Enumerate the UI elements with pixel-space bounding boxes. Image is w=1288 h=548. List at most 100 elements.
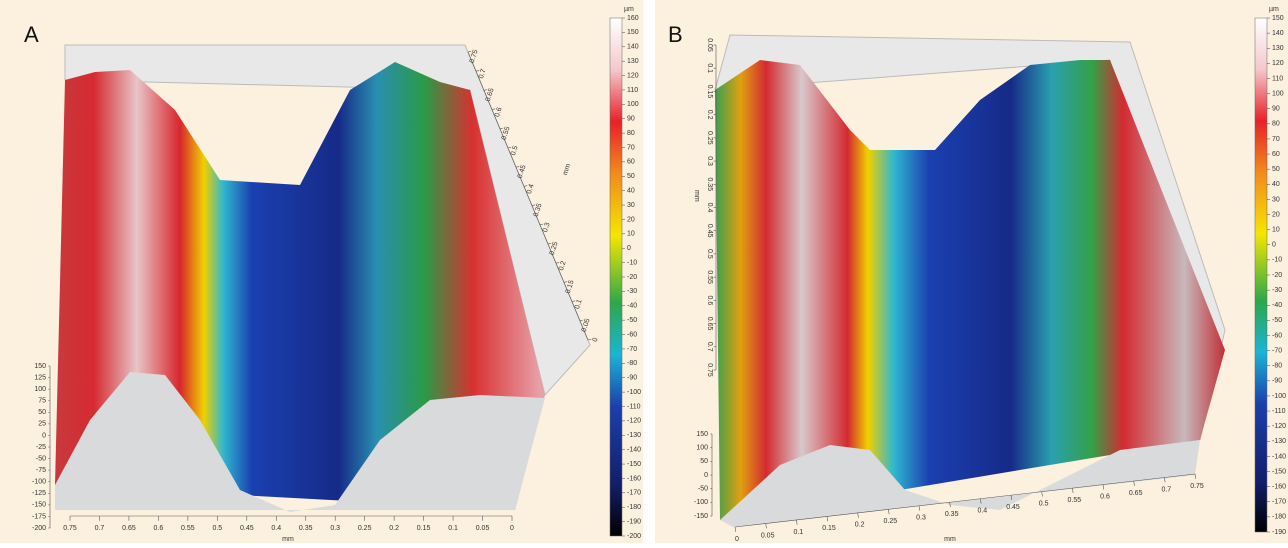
axis-tick [826,516,829,522]
axis-tick-label: 0.35 [299,525,313,532]
axis-tick-label: 0.25 [358,525,372,532]
axis-tick-label: 0.2 [855,522,865,529]
axis-title: mm [944,536,956,543]
colorbar-label: -190 [1272,529,1286,536]
colorbar-unit: µm [1269,6,1279,13]
axis-tick-label: 0.05 [476,525,490,532]
colorbar [1254,17,1268,533]
axis-tick [918,505,921,511]
axis-tick [1164,477,1166,483]
axis-tick-label: 0.35 [706,177,713,191]
colorbar-label: -120 [1272,423,1286,430]
axis-tick-label: 0.2 [389,525,399,532]
axis-tick-label: -50 [36,455,46,462]
axis-tick [1133,481,1135,486]
colorbar-label: -160 [627,475,641,482]
axis-tick [499,127,504,130]
axis-line [734,473,1196,528]
axis-tick-label: 0.55 [706,270,713,284]
colorbar-unit: µm [624,6,634,13]
colorbar-label: -150 [627,461,641,468]
colorbar-label: -100 [627,389,641,396]
axis-tick [507,146,512,149]
colorbar-label: 50 [627,173,635,180]
cross-section [55,372,545,512]
axis-tick-label: 0.5 [510,145,520,157]
colorbar-label: 80 [627,130,635,137]
colorbar-label: 30 [1272,196,1280,203]
axis-tick-label: -50 [698,486,708,493]
axis-tick-label: 0.15 [417,525,431,532]
axis-tick-label: 0.1 [574,299,584,311]
colorbar-label: -140 [1272,453,1286,460]
colorbar-label: 20 [627,216,635,223]
axis-tick-label: 0.3 [916,515,926,522]
axis-tick-label: -200 [32,525,46,532]
colorbar-label: 110 [627,87,638,94]
colorbar-label: -200 [627,533,641,540]
axis-tick-label: 0.6 [154,525,164,532]
axis-tick-label: 0.65 [706,317,713,331]
axis-tick-label: 0.65 [1129,490,1143,497]
colorbar-label: 90 [627,116,635,123]
colorbar-label: -20 [1272,272,1282,279]
axis-tick [491,108,496,110]
colorbar-label: -60 [1272,332,1282,339]
axis-tick [483,89,488,91]
colorbar-label: -150 [1272,468,1286,475]
axis-tick [531,204,536,206]
axis-tick [857,512,859,518]
axis-tick [949,502,951,508]
colorbar-label: -70 [1272,347,1282,354]
axis-tick-label: 0.6 [494,107,504,119]
colorbar-label: -170 [1272,499,1286,506]
axis-line [467,51,589,341]
colorbar-label: 160 [627,15,639,22]
colorbar-label: -60 [627,331,637,338]
colorbar-label: -90 [627,375,637,382]
axis-tick-label: 0.3 [706,156,713,166]
colorbar-label: 150 [627,29,639,36]
colorbar-label: -100 [1272,393,1286,400]
axis-tick [1102,484,1105,490]
axis-tick [980,498,982,504]
axis-tick-label: 0.05 [706,38,713,52]
axis-tick [765,523,767,529]
axis-tick-label: 0.25 [706,131,713,145]
colorbar-label: 130 [1272,45,1284,52]
axis-tick-label: 0.65 [122,525,136,532]
colorbar-label: -130 [1272,438,1286,445]
axis-tick-label: 0.75 [706,363,713,377]
colorbar-label: 40 [1272,181,1280,188]
axis-tick-label: 150 [34,363,46,370]
axis-title: mm [562,163,572,176]
axis-tick-label: -100 [32,479,46,486]
axis-tick-label: 0.6 [706,295,713,305]
axis-tick-label: 0.5 [212,525,222,532]
colorbar-label: 140 [627,44,639,51]
colorbar-label: 40 [627,188,635,195]
colorbar-label: 100 [627,101,639,108]
axis-tick-label: 150 [696,431,708,438]
colorbar-label: -170 [627,490,641,497]
axis-tick-label: 0.35 [945,511,959,518]
colorbar-label: 0 [1272,242,1276,249]
axis-tick-label: -75 [36,467,46,474]
axis-tick-label: 0.6 [1100,493,1110,500]
axis-tick-label: 125 [34,374,46,381]
axis-tick [1041,491,1043,497]
axis-tick-label: 50 [700,458,708,465]
axis-tick [734,526,737,532]
axis-tick-label: 0.25 [549,241,560,256]
colorbar-label: 140 [1272,30,1284,37]
colorbar-label: 60 [1272,151,1280,158]
axis-tick-label: 75 [38,398,46,405]
axis-tick-label: 0.2 [706,110,713,120]
colorbar-label: -40 [1272,302,1282,309]
axis-tick-label: 0.1 [793,529,803,536]
axis-tick [571,300,576,302]
axis-tick-label: 0.5 [706,249,713,259]
axis-tick-label: 0.7 [95,525,105,532]
axis-tick [547,242,552,245]
